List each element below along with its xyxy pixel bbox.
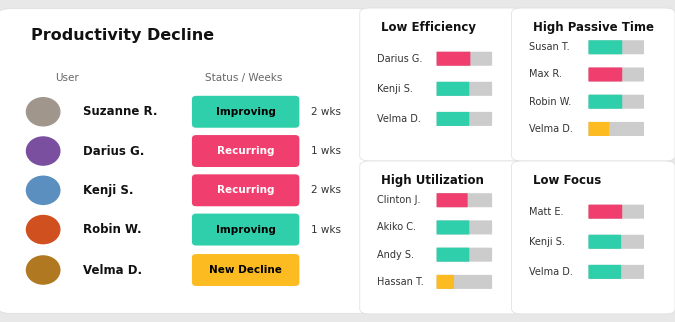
FancyBboxPatch shape bbox=[437, 248, 492, 262]
Text: 1 wks: 1 wks bbox=[310, 146, 341, 156]
Text: Kenji S.: Kenji S. bbox=[529, 237, 565, 247]
FancyBboxPatch shape bbox=[360, 161, 523, 314]
Circle shape bbox=[26, 137, 60, 165]
FancyBboxPatch shape bbox=[589, 40, 622, 54]
Text: Velma D.: Velma D. bbox=[529, 267, 573, 277]
FancyBboxPatch shape bbox=[437, 193, 468, 207]
Text: 1 wks: 1 wks bbox=[310, 224, 341, 234]
Text: Hassan T.: Hassan T. bbox=[377, 277, 424, 287]
Text: Susan T.: Susan T. bbox=[529, 42, 570, 52]
Text: Velma D.: Velma D. bbox=[377, 114, 421, 124]
FancyBboxPatch shape bbox=[437, 52, 470, 66]
Text: User: User bbox=[55, 73, 79, 83]
FancyBboxPatch shape bbox=[437, 193, 492, 207]
Text: High Passive Time: High Passive Time bbox=[533, 22, 654, 34]
Text: Robin W.: Robin W. bbox=[83, 223, 142, 236]
FancyBboxPatch shape bbox=[512, 8, 675, 161]
FancyBboxPatch shape bbox=[437, 248, 469, 262]
Text: New Decline: New Decline bbox=[209, 265, 282, 275]
FancyBboxPatch shape bbox=[589, 235, 621, 249]
FancyBboxPatch shape bbox=[437, 275, 492, 289]
Text: Velma D.: Velma D. bbox=[529, 124, 573, 134]
FancyBboxPatch shape bbox=[192, 213, 299, 246]
Text: High Utilization: High Utilization bbox=[381, 175, 484, 187]
FancyBboxPatch shape bbox=[589, 95, 644, 109]
Text: Low Focus: Low Focus bbox=[533, 175, 601, 187]
FancyBboxPatch shape bbox=[589, 205, 644, 219]
Text: Kenji S.: Kenji S. bbox=[377, 84, 413, 94]
FancyBboxPatch shape bbox=[437, 112, 492, 126]
Text: Velma D.: Velma D. bbox=[83, 263, 142, 277]
FancyBboxPatch shape bbox=[192, 96, 299, 128]
Text: Akiko C.: Akiko C. bbox=[377, 223, 416, 232]
FancyBboxPatch shape bbox=[512, 161, 675, 314]
Circle shape bbox=[26, 215, 60, 244]
Text: Robin W.: Robin W. bbox=[529, 97, 571, 107]
Circle shape bbox=[26, 98, 60, 126]
FancyBboxPatch shape bbox=[192, 174, 299, 206]
Text: Improving: Improving bbox=[216, 107, 275, 117]
FancyBboxPatch shape bbox=[589, 68, 644, 81]
Text: Darius G.: Darius G. bbox=[83, 145, 144, 157]
FancyBboxPatch shape bbox=[0, 9, 370, 313]
FancyBboxPatch shape bbox=[437, 221, 492, 234]
Text: 2 wks: 2 wks bbox=[310, 107, 341, 117]
FancyBboxPatch shape bbox=[589, 122, 609, 136]
Circle shape bbox=[26, 256, 60, 284]
FancyBboxPatch shape bbox=[192, 135, 299, 167]
FancyBboxPatch shape bbox=[437, 275, 454, 289]
FancyBboxPatch shape bbox=[437, 112, 469, 126]
Text: Matt E.: Matt E. bbox=[529, 207, 564, 217]
Circle shape bbox=[26, 176, 60, 204]
FancyBboxPatch shape bbox=[589, 68, 622, 81]
FancyBboxPatch shape bbox=[192, 254, 299, 286]
FancyBboxPatch shape bbox=[589, 235, 644, 249]
Text: Status / Weeks: Status / Weeks bbox=[205, 73, 282, 83]
FancyBboxPatch shape bbox=[437, 82, 469, 96]
FancyBboxPatch shape bbox=[589, 265, 621, 279]
FancyBboxPatch shape bbox=[589, 40, 644, 54]
Text: Productivity Decline: Productivity Decline bbox=[31, 28, 214, 43]
FancyBboxPatch shape bbox=[437, 52, 492, 66]
Text: Low Efficiency: Low Efficiency bbox=[381, 22, 477, 34]
FancyBboxPatch shape bbox=[589, 205, 622, 219]
Text: Clinton J.: Clinton J. bbox=[377, 195, 421, 205]
FancyBboxPatch shape bbox=[437, 82, 492, 96]
FancyBboxPatch shape bbox=[589, 265, 644, 279]
Text: Max R.: Max R. bbox=[529, 70, 562, 80]
Text: Recurring: Recurring bbox=[217, 146, 275, 156]
Text: Kenji S.: Kenji S. bbox=[83, 184, 134, 197]
Text: Recurring: Recurring bbox=[217, 185, 275, 195]
Text: Improving: Improving bbox=[216, 224, 275, 234]
FancyBboxPatch shape bbox=[589, 122, 644, 136]
Text: Darius G.: Darius G. bbox=[377, 54, 423, 64]
FancyBboxPatch shape bbox=[437, 221, 469, 234]
FancyBboxPatch shape bbox=[589, 95, 622, 109]
Text: Suzanne R.: Suzanne R. bbox=[83, 105, 158, 118]
FancyBboxPatch shape bbox=[360, 8, 523, 161]
Text: 2 wks: 2 wks bbox=[310, 185, 341, 195]
Text: Andy S.: Andy S. bbox=[377, 250, 414, 260]
